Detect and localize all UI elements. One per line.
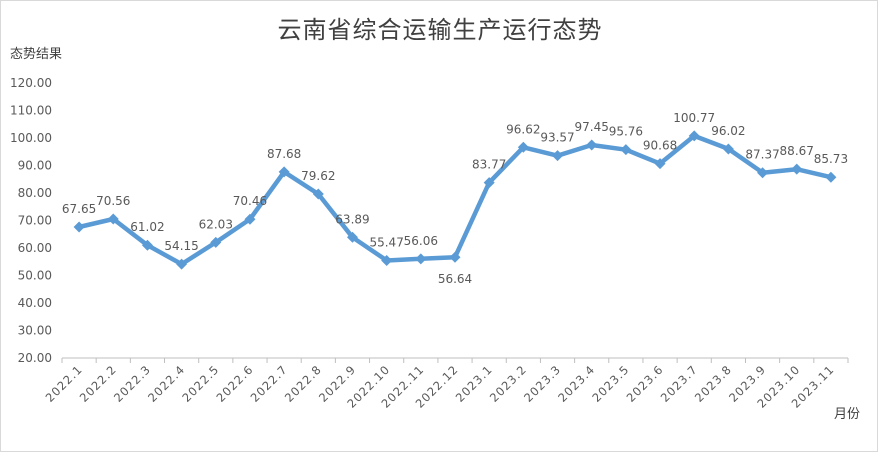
data-label: 62.03 [199, 217, 233, 231]
x-tick-label: 2023.8 [692, 362, 735, 405]
data-point [415, 253, 427, 265]
data-point [381, 254, 393, 266]
data-point [176, 258, 188, 270]
data-label: 87.37 [745, 148, 779, 162]
x-tick-label: 2023.3 [521, 362, 564, 405]
data-label: 85.73 [814, 152, 848, 166]
x-tick-label: 2023.1 [453, 362, 496, 405]
y-axis-title: 态势结果 [10, 46, 62, 62]
data-label: 93.57 [540, 131, 574, 145]
y-tick-label: 100.00 [10, 131, 52, 145]
data-label: 79.62 [301, 169, 335, 183]
data-point [552, 150, 564, 162]
data-point [757, 167, 769, 179]
y-tick-label: 80.00 [18, 186, 52, 200]
data-point [586, 139, 598, 151]
data-point [141, 239, 153, 251]
data-point [825, 171, 837, 183]
series-layer [73, 130, 837, 270]
x-tick-label: 2022.4 [145, 362, 188, 405]
y-tick-label: 110.00 [10, 104, 52, 118]
data-point [483, 177, 495, 189]
data-label: 95.76 [609, 125, 643, 139]
data-point [312, 188, 324, 200]
data-point [654, 158, 666, 170]
data-label: 96.62 [506, 122, 540, 136]
x-tick-label: 2022.2 [77, 362, 120, 405]
data-point [791, 163, 803, 175]
x-tick-label: 2022.3 [111, 362, 154, 405]
data-point [210, 236, 222, 248]
y-tick-label: 30.00 [18, 324, 52, 338]
y-axis-ticks: 20.00 30.00 40.00 50.00 60.00 70.00 80.00 90.00… [10, 76, 52, 365]
data-point [244, 213, 256, 225]
data-label: 67.65 [62, 202, 96, 216]
data-point [346, 231, 358, 243]
y-tick-label: 90.00 [18, 159, 52, 173]
y-tick-label: 120.00 [10, 76, 52, 90]
data-point [73, 221, 85, 233]
data-label: 88.67 [780, 144, 814, 158]
data-label: 83.77 [472, 158, 506, 172]
data-point [449, 251, 461, 263]
data-label: 70.46 [233, 194, 267, 208]
data-point [722, 143, 734, 155]
data-label: 70.56 [96, 194, 130, 208]
x-tick-label: 2022.1 [43, 362, 86, 405]
x-tick-label: 2022.5 [179, 362, 222, 405]
x-tick-label: 2023.5 [589, 362, 632, 405]
data-label: 54.15 [164, 239, 198, 253]
y-tick-label: 50.00 [18, 269, 52, 283]
data-label: 56.06 [404, 234, 438, 248]
y-tick-label: 70.00 [18, 214, 52, 228]
data-label: 61.02 [130, 220, 164, 234]
x-axis-ticks: 2022.12022.22022.32022.42022.52022.62022… [43, 358, 849, 411]
data-label: 97.45 [575, 120, 609, 134]
x-tick-label: 2022.6 [213, 362, 256, 405]
data-label: 96.02 [711, 124, 745, 138]
data-label: 56.64 [438, 272, 472, 286]
y-tick-label: 40.00 [18, 296, 52, 310]
chart-title: 云南省综合运输生产运行态势 [278, 16, 603, 44]
data-point [107, 213, 119, 225]
data-point [517, 141, 529, 153]
x-tick-label: 2023.7 [658, 362, 701, 405]
data-label: 87.68 [267, 147, 301, 161]
x-tick-label: 2023.2 [487, 362, 530, 405]
data-point [278, 166, 290, 178]
data-point [620, 144, 632, 156]
x-tick-label: 2022.7 [248, 362, 291, 405]
x-tick-label: 2022.8 [282, 362, 325, 405]
x-axis-title: 月份 [834, 407, 860, 422]
data-label: 55.47 [369, 235, 403, 249]
data-point [688, 130, 700, 142]
data-label: 100.77 [673, 111, 715, 125]
x-tick-label: 2023.4 [555, 362, 598, 405]
data-label: 63.89 [335, 212, 369, 226]
data-label: 90.68 [643, 139, 677, 153]
y-tick-label: 20.00 [18, 351, 52, 365]
x-tick-label: 2023.6 [624, 362, 667, 405]
y-tick-label: 60.00 [18, 241, 52, 255]
